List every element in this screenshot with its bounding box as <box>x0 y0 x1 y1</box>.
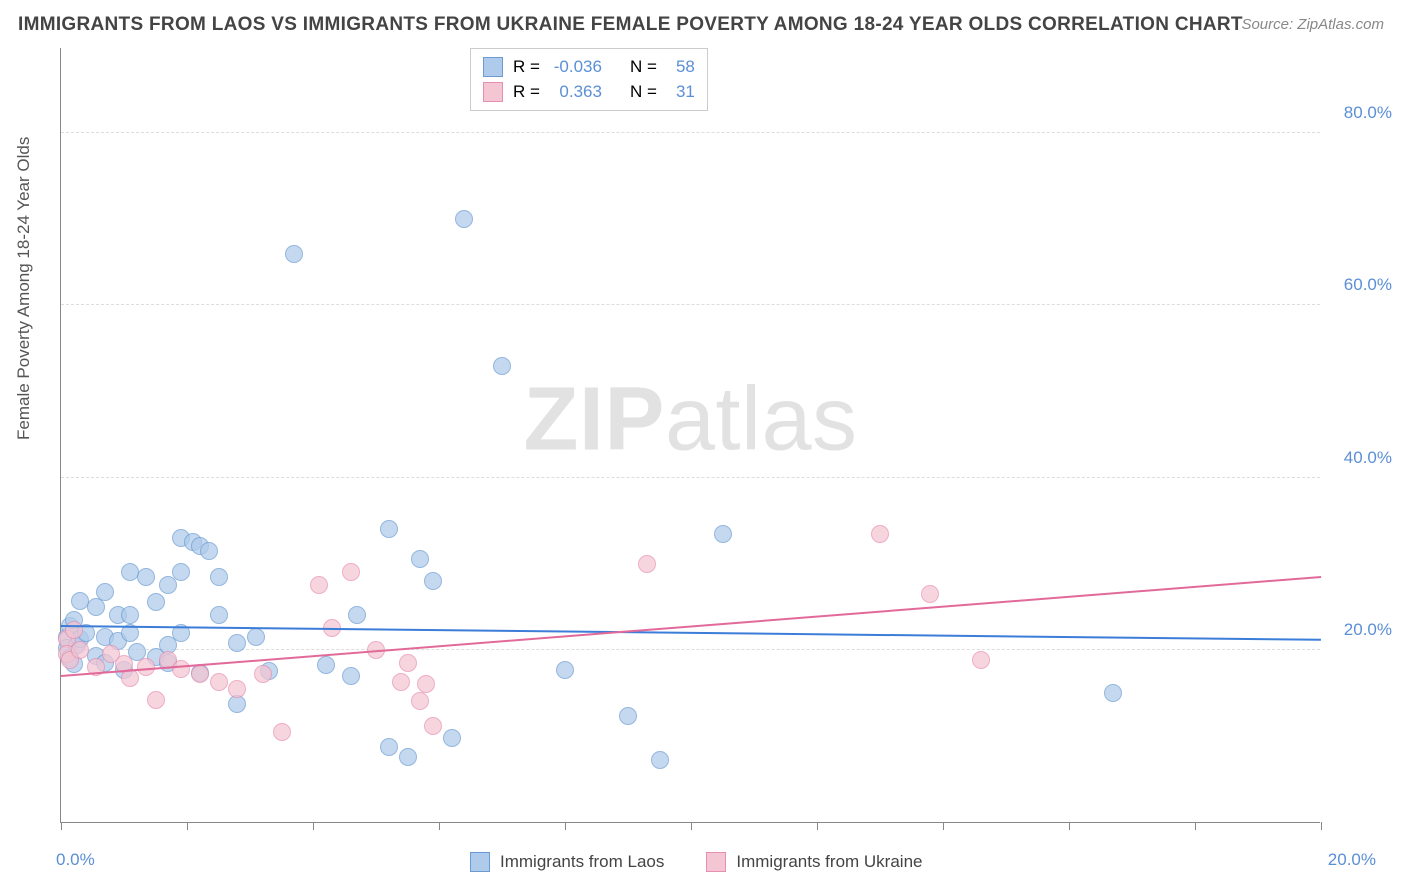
data-point <box>285 245 303 263</box>
legend-item: Immigrants from Ukraine <box>706 852 922 872</box>
data-point <box>200 542 218 560</box>
data-point <box>96 583 114 601</box>
n-label: N = <box>630 80 657 105</box>
data-point <box>651 751 669 769</box>
gridline <box>61 304 1320 305</box>
data-point <box>228 680 246 698</box>
gridline <box>61 132 1320 133</box>
data-point <box>121 606 139 624</box>
data-point <box>191 665 209 683</box>
data-point <box>380 738 398 756</box>
data-point <box>342 563 360 581</box>
x-tick <box>1069 822 1070 830</box>
data-point <box>172 660 190 678</box>
x-tick <box>1195 822 1196 830</box>
data-point <box>310 576 328 594</box>
data-point <box>210 568 228 586</box>
data-point <box>342 667 360 685</box>
data-point <box>455 210 473 228</box>
data-point <box>972 651 990 669</box>
r-label: R = <box>513 80 540 105</box>
watermark: ZIPatlas <box>523 368 857 471</box>
x-tick <box>565 822 566 830</box>
gridline <box>61 649 1320 650</box>
legend-row: R = 0.363 N = 31 <box>483 80 695 105</box>
n-value: 31 <box>667 80 695 105</box>
data-point <box>137 568 155 586</box>
chart-title: IMMIGRANTS FROM LAOS VS IMMIGRANTS FROM … <box>18 14 1243 36</box>
data-point <box>273 723 291 741</box>
watermark-light: atlas <box>665 369 858 469</box>
data-point <box>921 585 939 603</box>
data-point <box>228 634 246 652</box>
swatch-ukraine-icon <box>706 852 726 872</box>
series-legend: Immigrants from Laos Immigrants from Ukr… <box>470 852 923 872</box>
data-point <box>380 520 398 538</box>
x-tick-label: 20.0% <box>1328 850 1376 870</box>
x-tick <box>439 822 440 830</box>
r-label: R = <box>513 55 540 80</box>
n-label: N = <box>630 55 657 80</box>
x-tick <box>817 822 818 830</box>
y-tick-label: 80.0% <box>1344 103 1392 123</box>
data-point <box>556 661 574 679</box>
data-point <box>210 606 228 624</box>
swatch-laos-icon <box>470 852 490 872</box>
data-point <box>254 665 272 683</box>
data-point <box>399 748 417 766</box>
y-axis-label: Female Poverty Among 18-24 Year Olds <box>14 137 34 440</box>
x-tick <box>691 822 692 830</box>
data-point <box>65 621 83 639</box>
y-tick-label: 60.0% <box>1344 275 1392 295</box>
swatch-laos-icon <box>483 57 503 77</box>
data-point <box>638 555 656 573</box>
legend-label: Immigrants from Ukraine <box>736 852 922 872</box>
gridline <box>61 477 1320 478</box>
data-point <box>1104 684 1122 702</box>
legend-row: R = -0.036 N = 58 <box>483 55 695 80</box>
x-tick-label: 0.0% <box>56 850 95 870</box>
data-point <box>619 707 637 725</box>
x-tick <box>943 822 944 830</box>
correlation-legend: R = -0.036 N = 58 R = 0.363 N = 31 <box>470 48 708 111</box>
data-point <box>424 572 442 590</box>
data-point <box>228 695 246 713</box>
n-value: 58 <box>667 55 695 80</box>
legend-label: Immigrants from Laos <box>500 852 664 872</box>
data-point <box>348 606 366 624</box>
x-tick <box>61 822 62 830</box>
data-point <box>317 656 335 674</box>
data-point <box>411 692 429 710</box>
data-point <box>247 628 265 646</box>
data-point <box>71 641 89 659</box>
data-point <box>147 593 165 611</box>
data-point <box>493 357 511 375</box>
x-tick <box>1321 822 1322 830</box>
data-point <box>714 525 732 543</box>
data-point <box>871 525 889 543</box>
chart-area: ZIPatlas 20.0%40.0%60.0%80.0% <box>60 48 1320 823</box>
data-point <box>424 717 442 735</box>
data-point <box>443 729 461 747</box>
data-point <box>392 673 410 691</box>
legend-item: Immigrants from Laos <box>470 852 664 872</box>
data-point <box>399 654 417 672</box>
r-value: -0.036 <box>550 55 602 80</box>
data-point <box>417 675 435 693</box>
data-point <box>147 691 165 709</box>
x-tick <box>187 822 188 830</box>
y-tick-label: 20.0% <box>1344 620 1392 640</box>
data-point <box>172 563 190 581</box>
swatch-ukraine-icon <box>483 82 503 102</box>
data-point <box>210 673 228 691</box>
y-tick-label: 40.0% <box>1344 448 1392 468</box>
data-point <box>411 550 429 568</box>
r-value: 0.363 <box>550 80 602 105</box>
watermark-bold: ZIP <box>523 369 665 469</box>
source-attribution: Source: ZipAtlas.com <box>1241 16 1384 33</box>
x-tick <box>313 822 314 830</box>
